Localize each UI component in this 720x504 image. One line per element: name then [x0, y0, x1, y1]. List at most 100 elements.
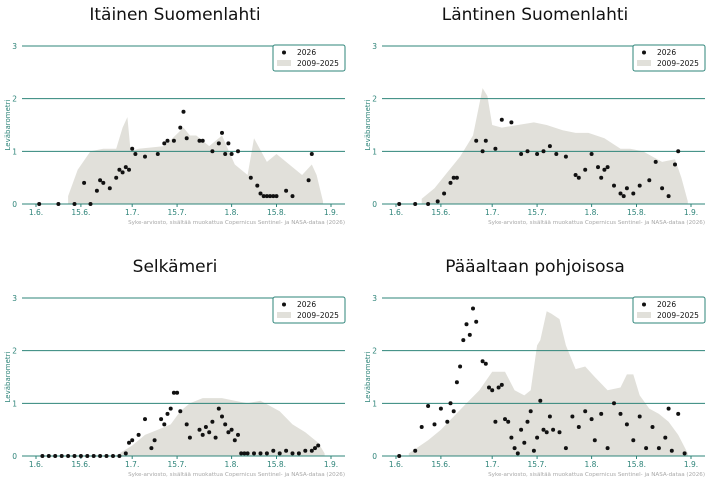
- data-point: [229, 427, 234, 432]
- y-tick-label: 3: [372, 294, 377, 303]
- chart-title: Pääaltaan pohjoisosa: [445, 257, 625, 277]
- chart-paaaltaan-pohjoisosa: Pääaltaan pohjoisosa Leväbarometri 0 1 2 3 1.6…: [364, 257, 706, 478]
- data-point: [213, 435, 218, 440]
- data-point: [165, 138, 170, 143]
- data-point: [454, 175, 459, 180]
- legend-label-band: 2009–2025: [657, 311, 699, 320]
- data-point: [94, 188, 99, 193]
- x-tick-label: 1.6.: [389, 460, 403, 469]
- data-point: [82, 180, 87, 185]
- data-point: [458, 364, 463, 369]
- chart-title: Itäinen Suomenlahti: [89, 5, 260, 25]
- data-point: [682, 451, 687, 456]
- data-point: [171, 390, 176, 395]
- data-point: [133, 152, 138, 156]
- data-point: [525, 149, 530, 154]
- data-point: [563, 154, 568, 159]
- data-point: [268, 194, 273, 199]
- data-point: [474, 138, 479, 143]
- data-point: [547, 144, 552, 149]
- legend-point-marker: [282, 50, 286, 55]
- data-point: [612, 401, 616, 406]
- x-tick-label: 15.6.: [71, 460, 90, 469]
- data-point: [493, 146, 498, 151]
- y-tick-label: 2: [12, 347, 17, 356]
- source-note: Syke-arviosto, sisältää muokattua Copern…: [488, 220, 705, 226]
- data-point: [673, 162, 677, 167]
- y-tick-label: 1: [12, 147, 17, 156]
- data-point: [226, 141, 231, 146]
- data-point: [162, 422, 167, 427]
- legend: 2026 2009–2025: [272, 44, 346, 72]
- data-point: [676, 411, 681, 416]
- data-point: [631, 191, 636, 196]
- y-tick-label: 0: [12, 452, 17, 461]
- x-tick-label: 1.8.: [224, 208, 238, 217]
- data-point: [155, 152, 160, 156]
- data-point: [127, 167, 131, 172]
- data-point: [152, 438, 157, 443]
- data-point: [438, 406, 443, 411]
- data-point: [242, 451, 247, 456]
- x-tick-label: 15.6.: [431, 460, 450, 469]
- data-point: [605, 446, 610, 451]
- legend-band-swatch: [637, 312, 651, 318]
- data-point: [72, 454, 77, 458]
- data-point: [223, 152, 228, 156]
- data-point: [296, 451, 301, 456]
- data-point: [621, 194, 626, 199]
- x-tick-label: 1.7.: [485, 460, 499, 469]
- data-point: [316, 443, 321, 448]
- data-point: [53, 454, 58, 458]
- data-point: [461, 338, 466, 343]
- data-point: [101, 180, 106, 185]
- data-point: [290, 194, 295, 199]
- y-tick-label: 1: [372, 147, 377, 156]
- x-tick-label: 15.7.: [168, 460, 187, 469]
- data-point: [114, 175, 119, 180]
- data-point: [37, 202, 42, 206]
- panel-lantinen-suomenlahti: Läntinen Suomenlahti Leväbarometri 0 1 2 3 1.6…: [360, 0, 720, 252]
- data-point: [175, 390, 180, 395]
- data-point: [178, 125, 183, 130]
- data-point: [563, 446, 568, 451]
- x-tick-label: 15.8.: [627, 208, 646, 217]
- data-point: [207, 430, 212, 435]
- data-point: [487, 385, 491, 390]
- data-point: [91, 454, 96, 458]
- panel-paaaltaan-pohjoisosa: Pääaltaan pohjoisosa Leväbarometri 0 1 2 3 1.6…: [360, 252, 720, 504]
- x-tick-label: 1.7.: [485, 208, 499, 217]
- data-point: [184, 422, 189, 427]
- x-tick-label: 15.7.: [528, 208, 547, 217]
- x-tick-label: 1.6.: [389, 208, 403, 217]
- data-point: [541, 427, 546, 432]
- x-tick-label: 1.9.: [324, 460, 338, 469]
- data-point: [66, 454, 71, 458]
- data-point: [123, 165, 128, 170]
- data-point: [117, 167, 122, 172]
- data-point: [445, 419, 450, 424]
- data-point: [290, 451, 295, 456]
- y-axis-label: Leväbarometri: [4, 351, 12, 402]
- data-point: [583, 167, 588, 172]
- data-point: [210, 419, 215, 424]
- legend-label-band: 2009–2025: [297, 311, 339, 320]
- x-tick-label: 15.8.: [627, 460, 646, 469]
- data-point: [56, 202, 61, 206]
- data-point: [493, 419, 498, 424]
- legend-band-swatch: [277, 60, 291, 66]
- data-point: [143, 417, 147, 422]
- data-point: [442, 191, 447, 196]
- data-point: [306, 178, 311, 183]
- y-tick-label: 0: [12, 200, 17, 209]
- x-tick-label: 1.7.: [125, 208, 139, 217]
- data-point: [120, 170, 125, 175]
- data-point: [448, 180, 453, 185]
- data-point: [525, 419, 530, 424]
- data-point: [248, 175, 253, 180]
- data-point: [535, 152, 540, 156]
- x-tick-label: 1.7.: [125, 460, 139, 469]
- data-point: [264, 194, 269, 199]
- data-point: [223, 422, 228, 427]
- data-point: [187, 435, 192, 440]
